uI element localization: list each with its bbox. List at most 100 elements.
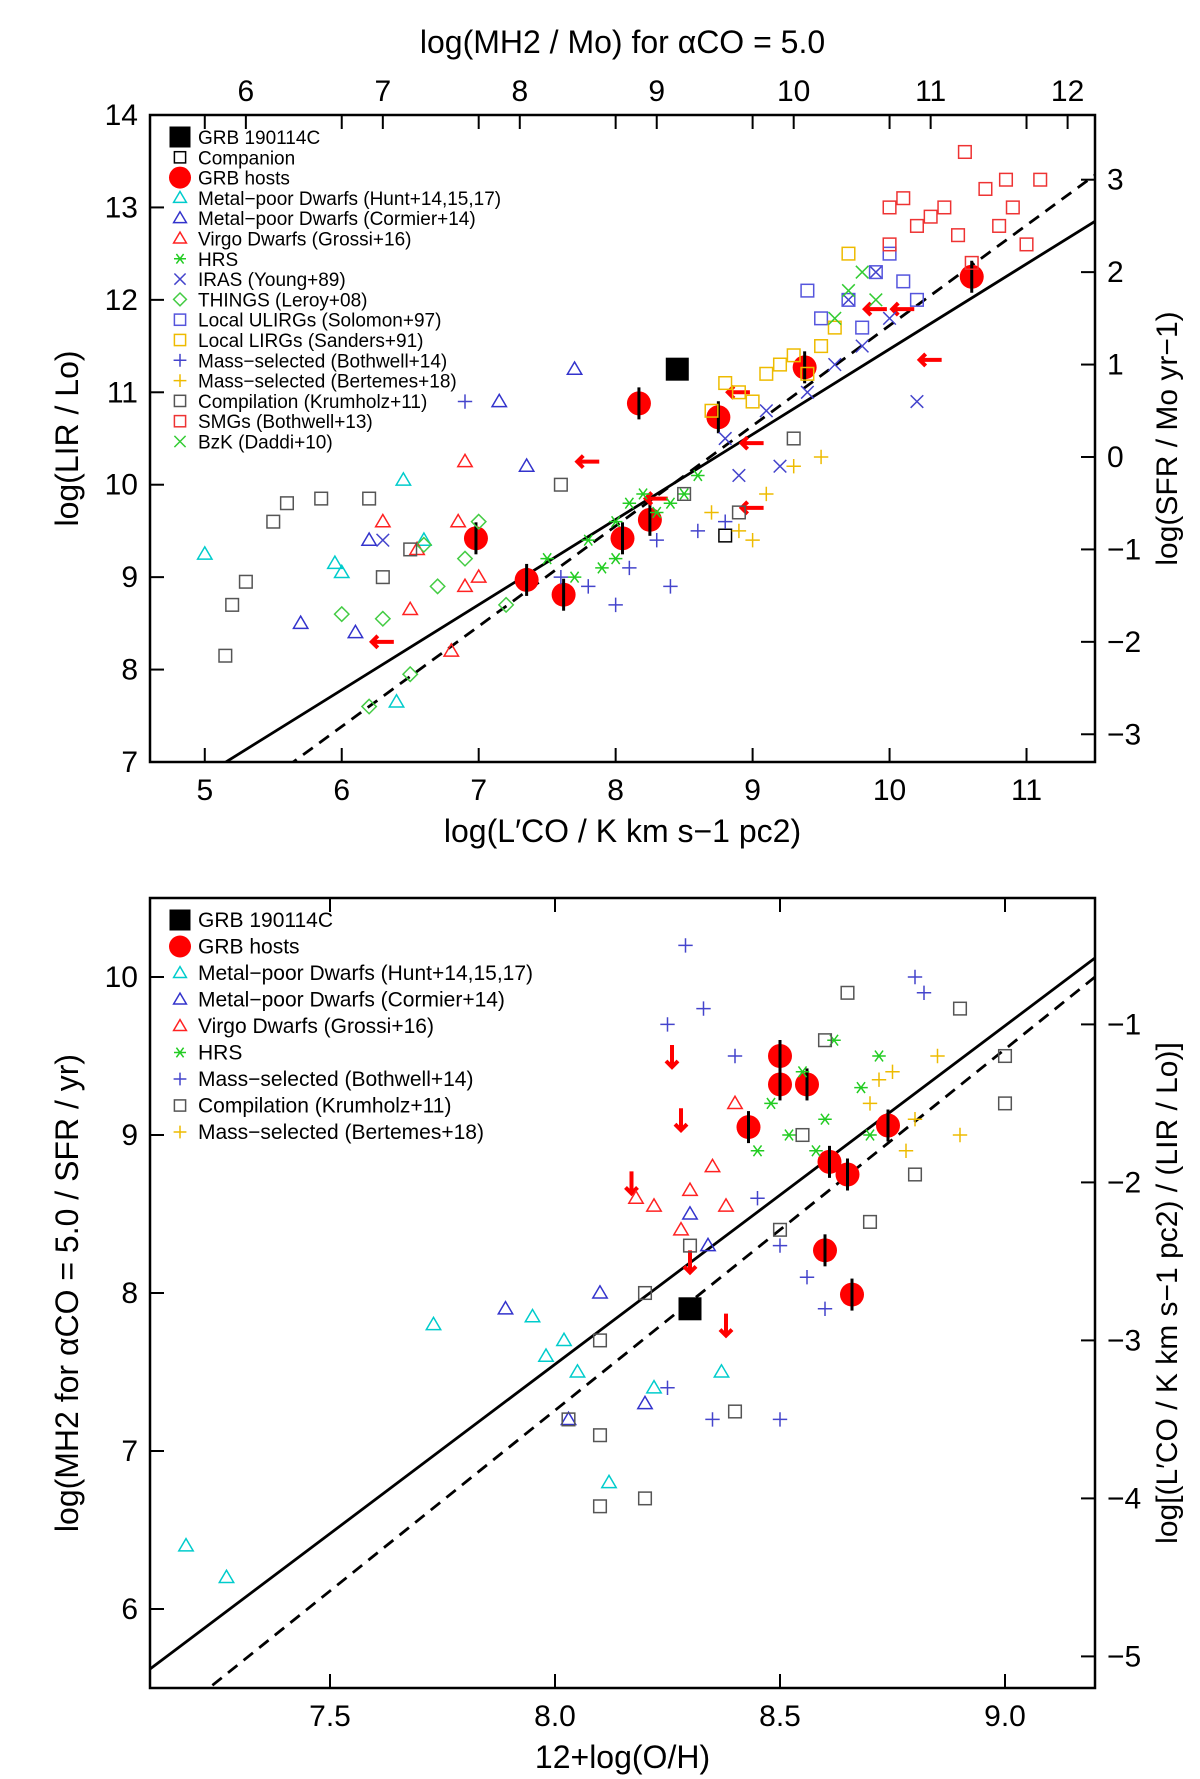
x2-tick-label: 12 xyxy=(1051,75,1084,108)
point-things-leroy-08 xyxy=(470,513,487,530)
legend-marker-hrs xyxy=(174,1047,186,1058)
point-hrs xyxy=(622,497,637,510)
point-mass-selected-bothwell-14 xyxy=(553,569,569,585)
point-virgo-dwarfs-grossi-16 xyxy=(645,1197,663,1212)
legend-marker-metal-poor-dwarfs-hunt-14-15-17 xyxy=(172,965,188,979)
point-grb-hosts-upper-limits xyxy=(889,301,915,317)
point-compilation-krumholz-11 xyxy=(218,648,233,663)
point-things-leroy-08 xyxy=(415,536,433,554)
point-mass-selected-bertemes-18 xyxy=(759,486,774,502)
point-mass-selected-bothwell-14 xyxy=(718,514,733,529)
point-grb-hosts-upper-limits xyxy=(368,634,394,650)
point-hrs xyxy=(608,552,623,565)
point-iras-young-89 xyxy=(718,431,733,446)
legend-marker-mass-selected-bothwell-14 xyxy=(173,1072,187,1086)
point-metal-poor-dwarfs-cormier-14 xyxy=(681,1205,699,1220)
point-hrs xyxy=(581,534,596,547)
point-smgs-bothwell-13 xyxy=(957,144,972,160)
point-hrs xyxy=(608,515,623,528)
point-metal-poor-dwarfs-cormier-14 xyxy=(518,457,536,473)
point-metal-poor-dwarfs-cormier-14 xyxy=(566,360,584,375)
bottom-panel: 7.5 8.0 8.5 9.0 6 7 8 9 10 −5 −4 −3 −2 −1 12+log(O/H) l… xyxy=(49,896,1184,1775)
y-tick-label: 7 xyxy=(121,746,138,779)
legend-label-grb-190114c: GRB 190114C xyxy=(198,909,333,932)
point-compilation-krumholz-11 xyxy=(375,570,390,585)
point-virgo-dwarfs-grossi-16 xyxy=(726,1094,744,1110)
point-mass-selected-bothwell-14 xyxy=(678,938,693,953)
y2-tick-label: −5 xyxy=(1107,1640,1141,1673)
legend-label-compilation-krumholz-11: Compilation (Krumholz+11) xyxy=(198,1095,451,1118)
point-smgs-bothwell-13 xyxy=(950,228,966,243)
point-compilation-krumholz-11 xyxy=(561,1412,576,1427)
x-axis-title: 12+log(O/H) xyxy=(535,1739,710,1775)
point-metal-poor-dwarfs-cormier-14 xyxy=(591,1284,609,1299)
point-hrs xyxy=(649,506,664,519)
point-bzk-daddi-10 xyxy=(827,311,842,326)
point-iras-young-89 xyxy=(759,403,774,418)
legend-marker-mass-selected-bertemes-18 xyxy=(173,374,187,387)
legend-marker-metal-poor-dwarfs-hunt-14-15-17 xyxy=(172,190,188,204)
point-mass-selected-bertemes-18 xyxy=(745,532,760,548)
x2-tick-label: 7 xyxy=(374,75,391,108)
point-mass-selected-bothwell-14 xyxy=(690,523,706,539)
point-compilation-krumholz-11 xyxy=(592,1333,608,1348)
legend-label-metal-poor-dwarfs-hunt-14-15-17: Metal−poor Dwarfs (Hunt+14,15,17) xyxy=(198,962,533,985)
point-compilation-krumholz-11 xyxy=(279,496,295,511)
point-grb-hosts-upper-limits xyxy=(682,1250,698,1276)
point-compilation-krumholz-11 xyxy=(677,486,692,502)
x2-tick-label: 6 xyxy=(238,75,255,108)
y2-tick-label: −3 xyxy=(1107,718,1141,751)
point-mass-selected-bertemes-18 xyxy=(871,1072,887,1087)
point-local-ulirgs-solomon-97 xyxy=(841,292,856,307)
point-bzk-daddi-10 xyxy=(855,265,870,279)
point-mass-selected-bothwell-14 xyxy=(750,1191,765,1206)
point-things-leroy-08 xyxy=(374,610,392,627)
y2-tick-label: 2 xyxy=(1107,256,1124,289)
y2-tick-label: 0 xyxy=(1107,441,1124,474)
legend-label-mass-selected-bothwell-14: Mass−selected (Bothwell+14) xyxy=(198,351,447,372)
point-virgo-dwarfs-grossi-16 xyxy=(672,1221,690,1236)
point-virgo-dwarfs-grossi-16 xyxy=(703,1157,722,1173)
point-compilation-krumholz-11 xyxy=(786,431,801,446)
point-things-leroy-08 xyxy=(360,698,378,715)
x2-axis-title: log(MH2 / Mo) for αCO = 5.0 xyxy=(420,24,825,60)
y-tick-label: 12 xyxy=(105,284,138,317)
point-things-leroy-08 xyxy=(333,605,350,623)
point-smgs-bothwell-13 xyxy=(992,218,1007,233)
point-mass-selected-bothwell-14 xyxy=(660,1017,675,1032)
point-compilation-krumholz-11 xyxy=(266,514,281,529)
point-hrs xyxy=(595,562,609,574)
x2-tick-label: 8 xyxy=(511,75,528,108)
legend-label-compilation-krumholz-11: Compilation (Krumholz+11) xyxy=(198,392,427,413)
point-mass-selected-bothwell-14 xyxy=(608,597,623,613)
legend-marker-compilation-krumholz-11 xyxy=(173,394,187,408)
point-iras-young-89 xyxy=(855,339,870,353)
point-smgs-bothwell-13 xyxy=(882,237,897,252)
point-smgs-bothwell-13 xyxy=(1005,200,1020,215)
x-tick-label: 8 xyxy=(607,774,624,807)
point-hrs xyxy=(540,552,554,565)
point-metal-poor-dwarfs-cormier-14 xyxy=(292,614,310,630)
point-iras-young-89 xyxy=(375,533,390,548)
x2-tick-label: 9 xyxy=(648,75,665,108)
point-metal-poor-dwarfs-hunt-14-15-17 xyxy=(555,1331,573,1347)
legend-label-local-lirgs-sanders-91: Local LIRGs (Sanders+91) xyxy=(198,331,423,352)
point-hrs xyxy=(827,1034,841,1047)
point-mass-selected-bothwell-14 xyxy=(907,969,923,985)
point-metal-poor-dwarfs-hunt-14-15-17 xyxy=(568,1363,587,1378)
point-mass-selected-bertemes-18 xyxy=(704,505,719,520)
point-iras-young-89 xyxy=(800,385,815,400)
point-hrs xyxy=(764,1097,778,1110)
point-grb-hosts-upper-limits xyxy=(574,454,600,470)
point-compilation-krumholz-11 xyxy=(795,1127,810,1143)
y-tick-label: 7 xyxy=(121,1435,138,1468)
point-metal-poor-dwarfs-hunt-14-15-17 xyxy=(333,563,351,579)
point-mass-selected-bertemes-18 xyxy=(813,449,829,465)
point-mass-selected-bothwell-14 xyxy=(457,394,473,409)
fit-line-solid xyxy=(223,220,1095,762)
point-iras-young-89 xyxy=(882,311,897,326)
point-smgs-bothwell-13 xyxy=(937,200,952,215)
point-mass-selected-bothwell-14 xyxy=(772,1238,788,1253)
point-compilation-krumholz-11 xyxy=(637,1285,653,1301)
legend-marker-grb-190114c xyxy=(169,909,191,931)
